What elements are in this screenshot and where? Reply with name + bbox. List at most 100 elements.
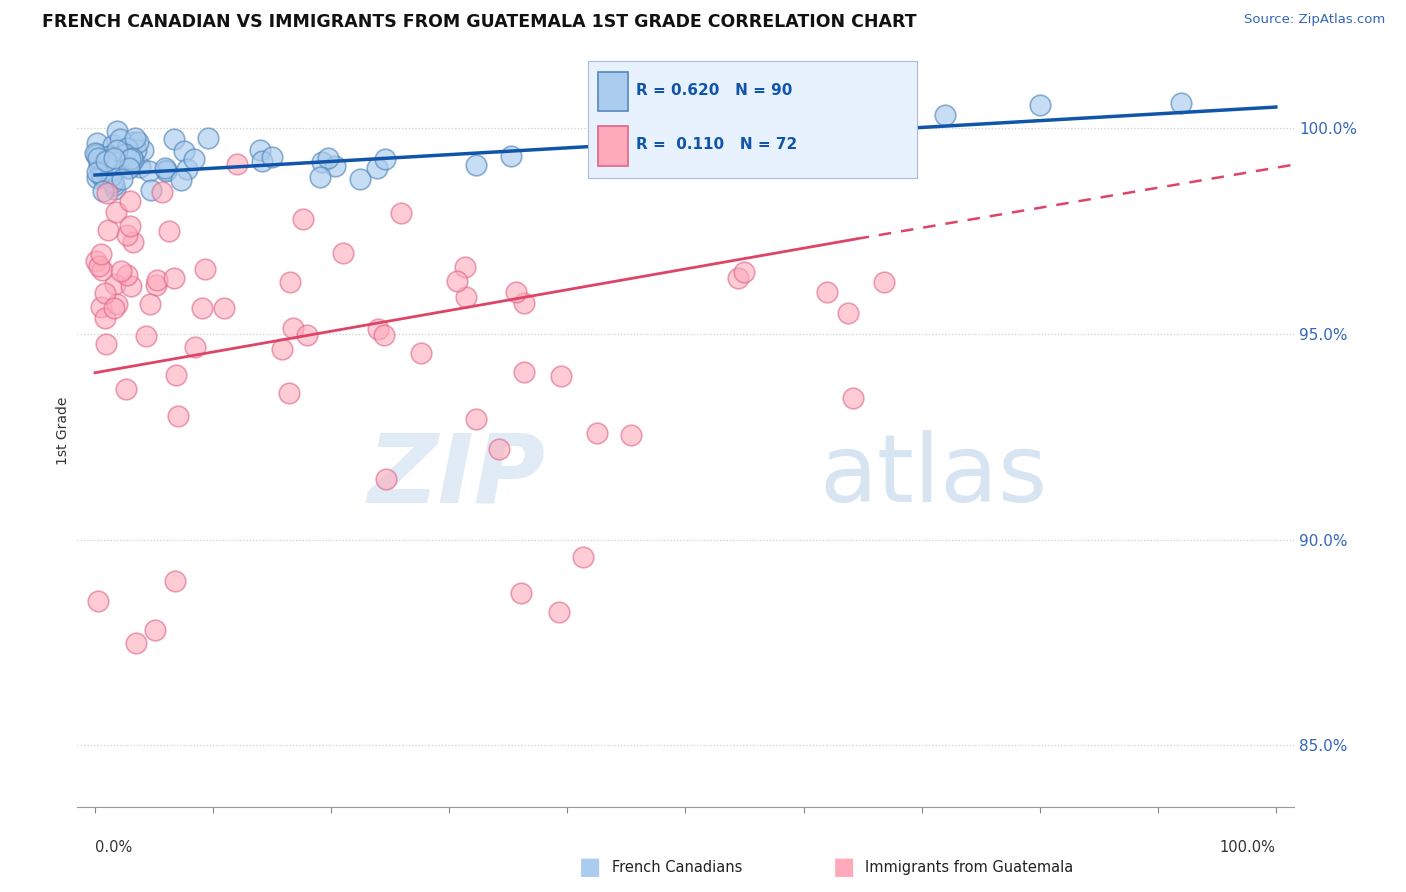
Point <box>501 149 523 163</box>
Point <box>91 263 114 277</box>
Text: 0.0%: 0.0% <box>96 840 132 855</box>
Point <box>153 161 176 175</box>
Text: Source: ZipAtlas.com: Source: ZipAtlas.com <box>1244 13 1385 27</box>
Point <box>127 135 149 149</box>
Point <box>367 321 389 335</box>
Point <box>548 605 571 619</box>
Point <box>138 163 160 178</box>
Point <box>84 148 107 162</box>
Point <box>166 409 188 423</box>
Point <box>1028 97 1050 112</box>
Point <box>122 235 145 250</box>
Point <box>91 184 114 198</box>
Point <box>100 158 122 172</box>
Point <box>105 297 128 311</box>
Point <box>91 157 114 171</box>
Point <box>375 472 398 486</box>
Point <box>86 253 108 268</box>
Point <box>135 329 157 343</box>
Point <box>176 162 198 177</box>
Point <box>90 247 112 261</box>
Point <box>121 151 143 165</box>
Point <box>100 169 122 184</box>
Point <box>212 301 235 316</box>
Point <box>115 141 138 155</box>
Point <box>120 152 142 166</box>
Point <box>145 278 167 293</box>
Point <box>111 148 134 162</box>
Point <box>146 273 169 287</box>
Point <box>165 368 187 382</box>
Point <box>278 386 301 401</box>
Text: 100.0%: 100.0% <box>1220 840 1275 855</box>
Point <box>93 160 115 174</box>
Point <box>550 369 572 384</box>
Point <box>572 549 595 564</box>
Point <box>446 274 468 288</box>
Point <box>366 161 388 175</box>
Point <box>101 138 124 153</box>
Point <box>100 162 122 177</box>
Text: Immigrants from Guatemala: Immigrants from Guatemala <box>865 860 1073 874</box>
Point <box>837 305 859 319</box>
Point <box>297 327 319 342</box>
Point <box>349 171 371 186</box>
Point <box>114 147 136 161</box>
Point <box>505 285 527 300</box>
Point <box>271 342 294 356</box>
Point <box>125 635 148 649</box>
Point <box>96 155 118 169</box>
Point <box>873 275 896 289</box>
Point <box>87 259 110 273</box>
Point <box>94 310 117 325</box>
Point <box>105 154 128 169</box>
Point <box>118 161 141 176</box>
Point <box>170 173 193 187</box>
Point <box>97 149 120 163</box>
Point <box>103 163 125 178</box>
Point <box>87 151 110 165</box>
Point <box>513 365 536 379</box>
Point <box>93 164 115 178</box>
Point <box>97 152 120 166</box>
Point <box>103 301 125 315</box>
Point <box>104 204 127 219</box>
Text: ZIP: ZIP <box>368 429 546 522</box>
Text: French Canadians: French Canadians <box>612 860 742 874</box>
Point <box>733 265 755 279</box>
Point <box>86 170 108 185</box>
Point <box>250 154 273 169</box>
Point <box>97 153 120 167</box>
Point <box>225 157 247 171</box>
Point <box>117 146 139 161</box>
Point <box>96 186 118 200</box>
Point <box>90 169 112 184</box>
Point <box>488 442 510 456</box>
Point <box>374 152 396 166</box>
Point <box>115 268 138 282</box>
Point <box>86 136 108 150</box>
Point <box>373 328 395 343</box>
Point <box>454 290 477 304</box>
Point <box>120 219 142 234</box>
Point <box>792 101 814 115</box>
Point <box>464 158 486 172</box>
Point <box>184 340 207 354</box>
Text: ■: ■ <box>579 855 602 879</box>
Point <box>107 160 129 174</box>
Point <box>101 175 124 189</box>
Point <box>89 158 111 172</box>
Point <box>122 135 145 149</box>
Point <box>411 345 433 359</box>
Point <box>105 143 128 157</box>
Point <box>90 167 112 181</box>
Point <box>125 144 148 158</box>
Point <box>104 152 127 166</box>
Point <box>98 151 121 165</box>
Point <box>121 153 143 168</box>
Point <box>120 278 142 293</box>
Point <box>616 136 638 151</box>
Point <box>105 124 128 138</box>
Point <box>173 144 195 158</box>
Point <box>94 160 117 174</box>
